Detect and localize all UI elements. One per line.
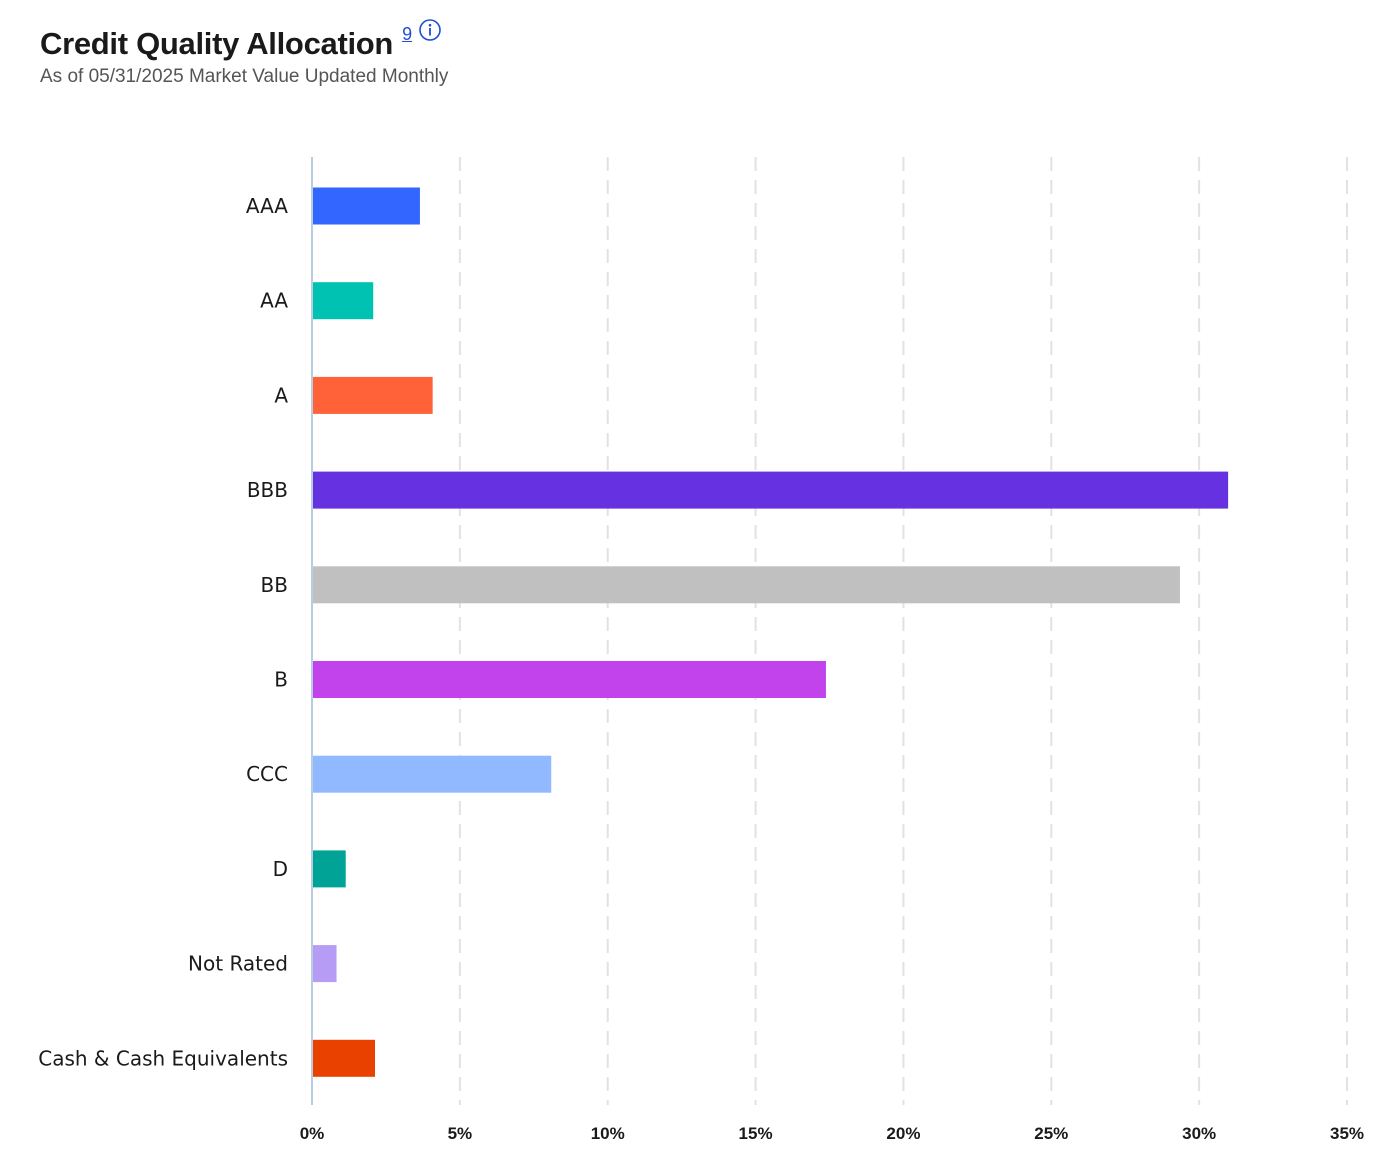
bar-not-rated[interactable] [312,945,337,983]
chart-subtitle: As of 05/31/2025 Market Value Updated Mo… [40,66,449,87]
chart-title: Credit Quality Allocation [40,26,394,61]
bar-bbb[interactable] [312,471,1229,509]
category-label: A [274,383,288,407]
x-tick-label: 30% [1182,1124,1216,1143]
bars [312,187,1229,1077]
bar-bb[interactable] [312,566,1180,604]
category-label: Not Rated [188,952,288,976]
x-tick-label: 20% [886,1124,920,1143]
x-tick-label: 15% [739,1124,773,1143]
bar-aa[interactable] [312,282,374,320]
chart-header: Credit Quality Allocation 9 As of 05/31/… [40,18,448,88]
category-label: BB [261,573,288,597]
bar-cash-cash-equivalents[interactable] [312,1039,375,1077]
bar-b[interactable] [312,661,826,698]
gridlines [458,157,1348,1105]
x-tick-label: 5% [448,1124,473,1143]
footnote-link[interactable]: 9 [402,24,413,44]
category-label: CCC [246,762,288,786]
category-label: BBB [247,478,288,502]
tick-labels: 0% 5% 10% 15% 20% 25% 30% 35% [300,1124,1364,1143]
x-tick-label: 0% [300,1124,325,1143]
x-tick-label: 10% [591,1124,625,1143]
title-row: Credit Quality Allocation 9 [40,18,448,62]
bar-d[interactable] [312,850,346,888]
info-icon[interactable] [418,18,442,47]
bar-ccc[interactable] [312,755,552,793]
category-label: AAA [246,194,288,218]
category-label: Cash & Cash Equivalents [38,1046,288,1070]
category-label: B [274,668,288,692]
bar-a[interactable] [312,376,433,414]
bar-aaa[interactable] [312,187,420,225]
x-tick-label: 35% [1330,1124,1364,1143]
category-label: D [273,857,288,881]
category-label: AA [260,289,288,313]
x-tick-label: 25% [1034,1124,1068,1143]
